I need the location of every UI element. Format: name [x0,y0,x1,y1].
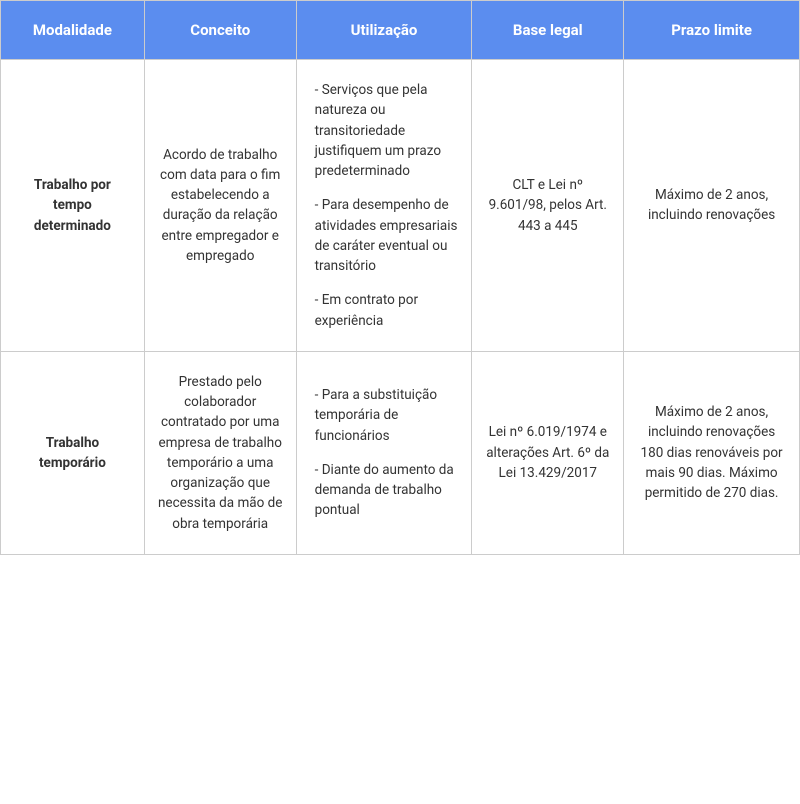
table-body: Trabalho por tempo determinado Acordo de… [1,60,800,555]
cell-modalidade: Trabalho por tempo determinado [1,60,145,352]
cell-conceito: Acordo de trabalho com data para o fim e… [144,60,296,352]
cell-base-legal: Lei nº 6.019/1974 e alterações Art. 6º d… [472,351,624,554]
cell-conceito: Prestado pelo colaborador contratado por… [144,351,296,554]
employment-types-table: Modalidade Conceito Utilização Base lega… [0,0,800,555]
cell-prazo-limite: Máximo de 2 anos, incluindo renovações 1… [624,351,800,554]
table-row: Trabalho temporário Prestado pelo colabo… [1,351,800,554]
table-header: Modalidade Conceito Utilização Base lega… [1,1,800,60]
cell-modalidade: Trabalho temporário [1,351,145,554]
table-row: Trabalho por tempo determinado Acordo de… [1,60,800,352]
cell-base-legal: CLT e Lei nº 9.601/98, pelos Art. 443 a … [472,60,624,352]
util-item: - Diante do aumento da demanda de trabal… [315,460,460,521]
col-header-base-legal: Base legal [472,1,624,60]
util-item: - Em contrato por experiência [315,290,460,331]
col-header-prazo-limite: Prazo limite [624,1,800,60]
util-item: - Para a substituição temporária de func… [315,385,460,446]
util-item: - Para desempenho de atividades empresar… [315,195,460,276]
util-item: - Serviços que pela natureza ou transito… [315,80,460,181]
cell-prazo-limite: Máximo de 2 anos, incluindo renovações [624,60,800,352]
col-header-modalidade: Modalidade [1,1,145,60]
cell-utilizacao: - Serviços que pela natureza ou transito… [296,60,472,352]
cell-utilizacao: - Para a substituição temporária de func… [296,351,472,554]
col-header-utilizacao: Utilização [296,1,472,60]
col-header-conceito: Conceito [144,1,296,60]
